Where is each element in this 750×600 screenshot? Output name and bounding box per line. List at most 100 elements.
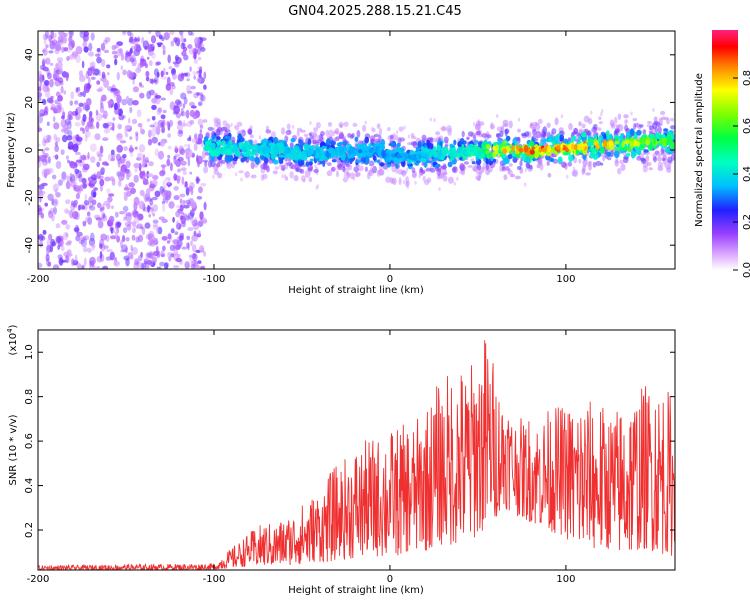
spectrogram-point [364,120,367,125]
spectrogram-point [260,163,266,170]
spectrogram-point [74,254,78,263]
spectrogram-point [168,201,175,209]
spectrogram-point [111,44,117,51]
spectrogram-point [79,31,86,39]
x-tick-label: -200 [27,274,50,285]
spectrogram-point [135,132,139,142]
spectrogram-point [621,140,626,148]
spectrogram-point [50,103,56,111]
spectrogram-point [116,94,122,104]
spectrogram-point [151,78,154,85]
spectrogram-point [517,117,521,122]
spectrogram-point [157,107,163,113]
spectrogram-point [120,65,124,71]
spectrogram-point [38,262,43,268]
spectrogram-point [142,178,149,185]
spectrogram-point [187,149,193,158]
spectrogram-point [106,248,113,253]
spectrogram-point [175,244,181,250]
spectrogram-point [116,144,123,153]
spectrogram-point [52,155,59,158]
spectrogram-point [50,238,56,247]
spectrogram-point [581,131,587,138]
spectrogram-point [173,186,179,191]
spectrogram-point [87,247,92,253]
spectrogram-point [72,260,79,266]
spectrogram-point [106,64,111,69]
spectrogram-point [38,92,42,98]
spectrogram-point [81,177,87,184]
spectrogram-point [84,130,91,138]
spectrogram-point [65,199,71,205]
spectrogram-point [300,129,306,133]
spectrogram-point [352,122,358,127]
spectrogram-point [671,134,675,141]
spectrogram-point [197,133,204,140]
spectrogram-point [614,116,618,125]
spectrogram-point [307,167,313,172]
spectrogram-point [262,173,268,180]
spectrogram-point [224,146,228,150]
spectrogram-point [78,70,84,77]
spectrogram-point [296,166,300,173]
spectrogram-point [366,172,371,180]
spectrogram-point [422,175,426,182]
spectrogram-point [466,136,470,140]
spectrogram-point [436,174,440,180]
spectrogram-point [502,119,509,126]
spectrogram-point [515,175,521,180]
spectrogram-point [250,174,257,179]
spectrogram-point [459,137,465,146]
spectrogram-point [336,170,339,178]
spectrogram-point [456,176,459,181]
spectrogram-point [446,150,451,155]
spectrogram-point [368,148,373,154]
spectrogram-point [60,259,67,263]
spectrogram-point [100,102,104,109]
spectrogram-point [592,153,599,160]
spectrogram-point [357,149,363,154]
spectrogram-point [133,196,140,206]
spectrogram-point [190,85,196,90]
spectrogram-point [107,72,110,76]
spectrogram-point [390,177,394,184]
spectrogram-point [212,174,215,179]
spectrogram-point [202,217,208,224]
spectrogram-point [45,134,51,141]
spectrogram-point [55,223,61,229]
spectrogram-point [180,160,187,166]
spectrogram-point [124,221,132,227]
spectrogram-point [125,237,130,242]
spectrogram-point [447,161,453,168]
spectrogram-point [411,167,416,174]
spectrogram-point [605,130,610,138]
spectrogram-point [54,104,61,114]
spectrogram-point [45,253,50,262]
spectrogram-point [79,154,83,164]
spectrogram-point [247,129,252,134]
spectrogram-point [396,142,401,148]
spectrogram-point [636,156,642,161]
spectrogram-point [76,86,81,92]
spectrogram-point [99,251,103,259]
spectrogram-point [60,80,64,86]
spectrogram-point [568,154,574,162]
spectrogram-point [370,135,376,142]
spectrogram-point [62,111,66,118]
spectrogram-point [116,133,123,142]
spectrogram-point [162,179,168,188]
spectrogram-point [230,122,233,127]
spectrogram-point [44,147,50,151]
spectrogram-point [198,73,202,78]
spectrogram-point [182,103,186,109]
spectrogram-point [179,148,186,156]
spectrogram-point [148,251,154,260]
spectrogram-point [176,38,180,47]
spectrogram-point [341,152,346,161]
spectrogram-point [613,134,620,140]
spectrogram-point [255,148,260,153]
spectrogram-point [109,251,115,261]
spectrogram-point [187,212,194,220]
spectrogram-point [151,52,156,59]
spectrogram-point [433,152,438,158]
